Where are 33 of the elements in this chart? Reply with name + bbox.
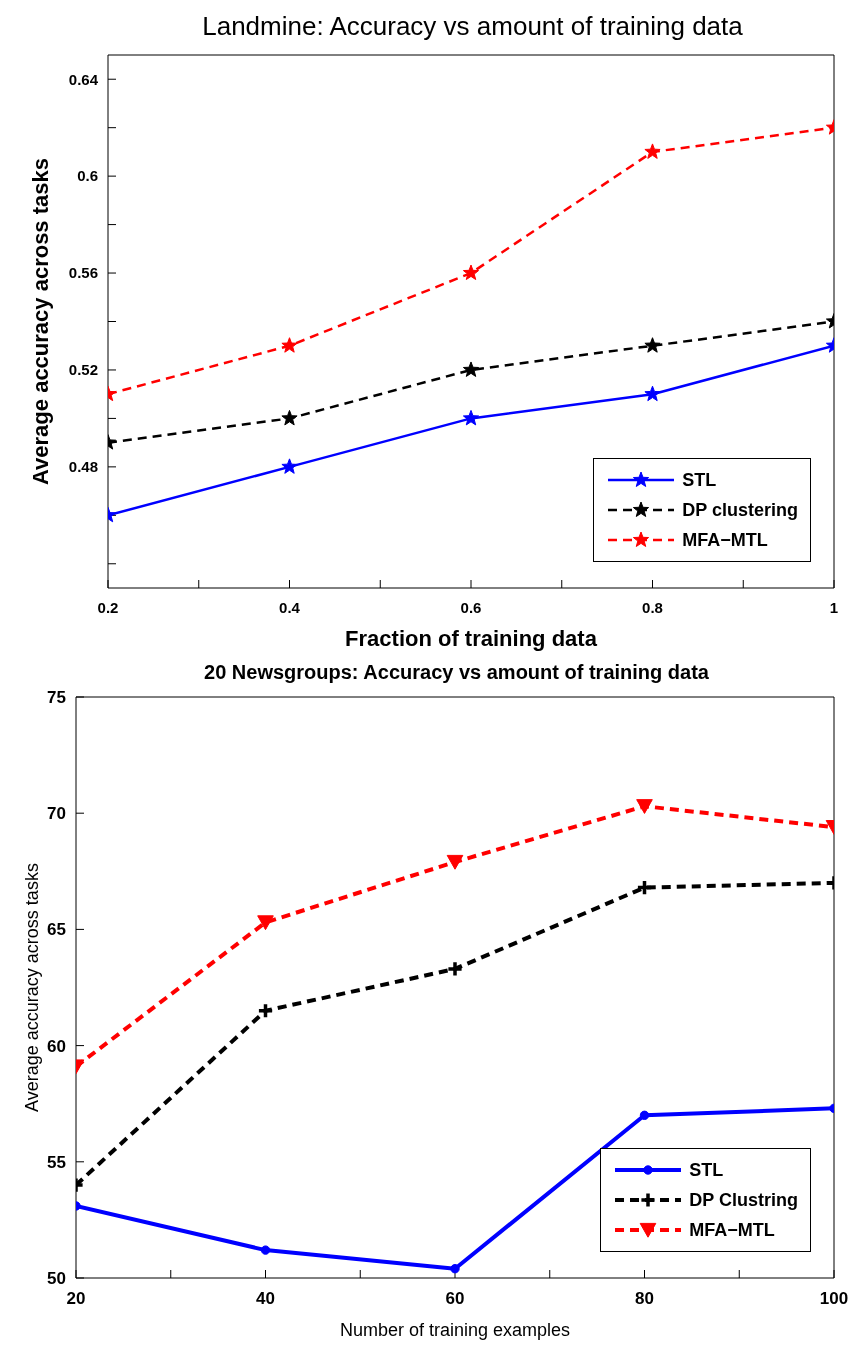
y-tick-label: 0.6 [77,167,98,185]
x-tick-label: 80 [635,1289,654,1309]
y-tick-label: 0.56 [68,264,98,282]
y-tick-label: 75 [47,688,66,708]
y-tick-label: 0.52 [68,361,98,379]
y-tick-label: 60 [47,1036,66,1056]
x-tick-label: 20 [66,1289,86,1309]
chart-title: 20 Newsgroups: Accuracy vs amount of training data [203,660,710,685]
x-tick-label: 1 [829,598,839,616]
chart-title: Landmine: Accuracy vs amount of training data [201,10,744,43]
legend-label: STL [689,1159,724,1181]
legend-label: DP Clustring [689,1189,798,1211]
legend-label: DP clustering [682,499,798,521]
x-axis-title: Number of training examples [339,1320,571,1340]
y-tick-label: 55 [47,1152,66,1172]
y-tick-label: 65 [47,920,66,940]
x-tick-label: 0.6 [460,598,482,616]
legend-label: MFA−MTL [682,529,768,551]
x-axis-title: Fraction of training data [345,626,598,651]
x-tick-label: 0.4 [279,598,301,616]
legend-label: STL [682,469,717,491]
x-tick-label: 100 [819,1289,849,1309]
y-tick-label: 0.48 [68,458,98,476]
x-tick-label: 0.8 [642,598,663,616]
x-tick-label: 60 [445,1289,465,1309]
x-tick-label: 40 [256,1289,275,1309]
legend-label: MFA−MTL [689,1219,775,1241]
y-axis-title: Average accuracy across tasks [27,158,53,485]
y-tick-label: 70 [47,804,66,824]
y-axis-title: Average accuracy across tasks [22,863,43,1112]
x-tick-label: 0.2 [97,598,119,616]
y-tick-label: 50 [47,1269,66,1289]
y-tick-label: 0.64 [68,70,99,88]
